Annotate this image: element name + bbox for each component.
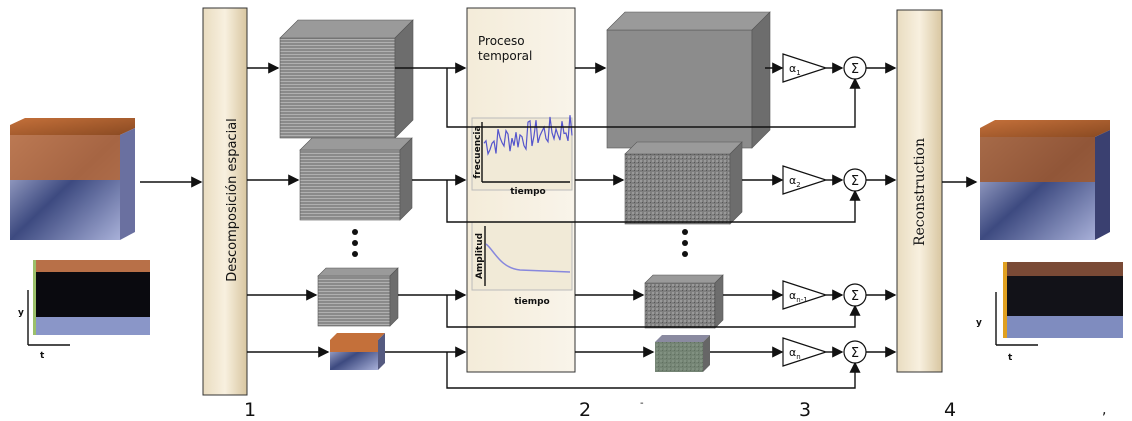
axis-label: y (976, 318, 982, 328)
cube-top (606, 11, 771, 31)
cube-face (624, 153, 731, 225)
cube-top (655, 335, 710, 342)
gain-subscript: n (796, 353, 800, 361)
gain-triangle (782, 165, 828, 195)
plot-x-label: tiempo (510, 187, 546, 197)
input-video (10, 118, 135, 240)
mark: , (1102, 402, 1106, 418)
gain-label: α2 (789, 174, 801, 189)
bypass-line (446, 352, 861, 389)
band-cube (299, 137, 413, 221)
mark: - (640, 398, 644, 409)
band-cube (317, 267, 399, 327)
reconstruction-label: Reconstruction (912, 138, 928, 246)
ellipsis-dot (682, 240, 688, 246)
cube-top (624, 141, 743, 155)
cube-top (644, 274, 724, 284)
cube-face (655, 342, 703, 372)
band-cube (279, 19, 414, 139)
ellipsis-dot (682, 229, 688, 235)
decomposition-label: Descomposición espacial (225, 118, 240, 282)
band-cube (330, 333, 385, 370)
bypass-line (446, 295, 861, 328)
cube-side (751, 11, 771, 149)
frequency-curve (483, 115, 573, 156)
cube-side (729, 141, 743, 225)
gain-symbol: α (789, 346, 796, 359)
cube-face (330, 340, 378, 352)
gain-label: αn (789, 346, 801, 361)
axis-label: y (18, 308, 24, 318)
reconstruction-box (896, 9, 943, 373)
step-number: 4 (944, 399, 956, 421)
temporal-label: temporal (478, 49, 532, 63)
sum-symbol: Σ (851, 346, 859, 361)
cube-side (714, 274, 724, 329)
gain-subscript: 1 (796, 69, 800, 77)
plot-x-label: tiempo (514, 297, 550, 307)
gain-triangle (782, 280, 828, 310)
cube-side (378, 333, 385, 370)
cube-face (279, 37, 396, 139)
cube-top (317, 267, 399, 277)
ellipsis-dot (352, 251, 358, 257)
ellipsis-dot (682, 251, 688, 257)
cube-side (394, 19, 414, 139)
amplitude-plot (471, 221, 573, 291)
filtered-cube (644, 274, 724, 329)
cube-side (703, 335, 710, 372)
decomposition-box (202, 7, 248, 396)
cube-side (399, 137, 413, 221)
gain-symbol: α (789, 289, 796, 302)
sum-symbol: Σ (851, 289, 859, 304)
sum-symbol: Σ (851, 62, 859, 77)
sum-symbol: Σ (851, 174, 859, 189)
step-number: 1 (244, 399, 256, 421)
ellipsis-dot (352, 240, 358, 246)
amplitude-curve (485, 243, 571, 273)
gain-subscript: n-1 (796, 296, 807, 304)
input-slice (33, 260, 150, 335)
cube-face (606, 29, 753, 149)
axis-label: t (1008, 353, 1013, 363)
cube-top (279, 19, 414, 39)
axis-label: t (40, 351, 45, 361)
cube-side (389, 267, 399, 327)
cube-face (644, 282, 716, 329)
cube-top (330, 333, 385, 340)
gain-symbol: α (789, 62, 796, 75)
temporal-label: Proceso (478, 34, 525, 48)
filtered-cube (655, 335, 710, 372)
ellipsis-dot (352, 229, 358, 235)
gain-label: αn-1 (789, 289, 808, 304)
output-slice (1003, 262, 1123, 338)
cube-face (317, 275, 391, 327)
step-number: 2 (579, 399, 591, 421)
cube-top (299, 137, 413, 151)
gain-triangle (782, 337, 828, 367)
plot-y-label: Amplitud (475, 233, 485, 279)
step-number: 3 (799, 399, 811, 421)
bypass-line (446, 180, 861, 223)
gain-label: α1 (789, 62, 801, 77)
frequency-plot (471, 117, 573, 191)
plot-y-label: frecuencia (473, 125, 483, 178)
bypass-line (446, 68, 861, 128)
gain-symbol: α (789, 174, 796, 187)
filtered-cube (624, 141, 743, 225)
gain-triangle (782, 53, 828, 83)
gain-subscript: 2 (796, 181, 800, 189)
cube-face (299, 149, 401, 221)
output-video (980, 120, 1110, 240)
